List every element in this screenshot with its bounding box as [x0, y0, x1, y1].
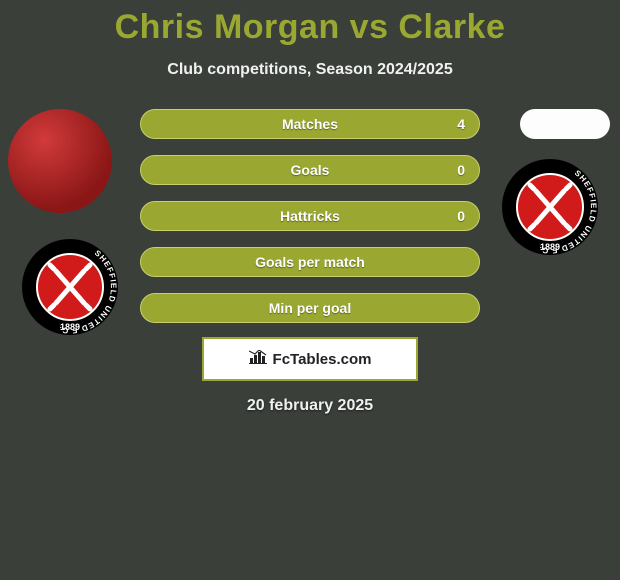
stat-label: Hattricks — [280, 208, 340, 224]
stat-row-hattricks: Hattricks 0 — [140, 201, 480, 231]
stat-label: Min per goal — [269, 300, 351, 316]
stat-label: Goals per match — [255, 254, 365, 270]
stat-value-player2: 0 — [457, 162, 465, 178]
stat-label: Goals — [291, 162, 330, 178]
stat-row-goals-per-match: Goals per match — [140, 247, 480, 277]
branding-label: FcTables.com — [273, 351, 372, 368]
stat-value-player2: 4 — [457, 116, 465, 132]
player2-photo-placeholder — [520, 109, 610, 139]
sheffield-united-crest-icon: SHEFFIELD UNITED F.C. 1889 — [20, 237, 120, 337]
stat-bars: Matches 4 Goals 0 Hattricks 0 Goals per … — [140, 109, 480, 339]
player2-club-crest: SHEFFIELD UNITED F.C. 1889 — [500, 157, 600, 257]
sheffield-united-crest-icon: SHEFFIELD UNITED F.C. 1889 — [500, 157, 600, 257]
generation-date: 20 february 2025 — [0, 397, 620, 415]
stat-row-min-per-goal: Min per goal — [140, 293, 480, 323]
page-subtitle: Club competitions, Season 2024/2025 — [0, 61, 620, 79]
stat-label: Matches — [282, 116, 338, 132]
svg-text:1889: 1889 — [540, 242, 560, 252]
svg-text:1889: 1889 — [60, 322, 80, 332]
stat-row-goals: Goals 0 — [140, 155, 480, 185]
stat-row-matches: Matches 4 — [140, 109, 480, 139]
player1-club-crest: SHEFFIELD UNITED F.C. 1889 — [20, 237, 120, 337]
branding-box: FcTables.com — [202, 337, 418, 381]
player1-photo — [8, 109, 112, 213]
page-title: Chris Morgan vs Clarke — [0, 0, 620, 47]
stat-value-player2: 0 — [457, 208, 465, 224]
bar-chart-icon — [249, 350, 267, 368]
